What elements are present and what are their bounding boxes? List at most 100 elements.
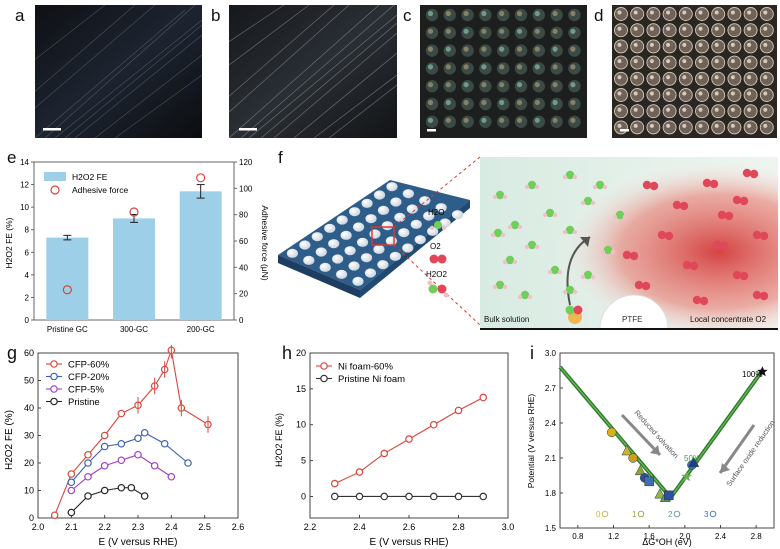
water-hydrogen (590, 200, 596, 206)
plate-sphere (402, 243, 414, 253)
chart-g-ylabel: H2O2 FE (%) (4, 410, 15, 470)
pillar-highlight (463, 28, 469, 34)
pillar-dot (630, 23, 645, 38)
xtick-label: 0.8 (572, 532, 584, 541)
series-point (150, 461, 159, 470)
pillar-highlight (747, 26, 752, 31)
oxygen-atom (657, 230, 667, 240)
water-molecule (495, 280, 505, 290)
pillar-dot (678, 39, 693, 54)
pillar-highlight (499, 64, 505, 70)
chart-e-ylabel: H2O2 FE (%) (4, 217, 14, 268)
legend-label: Pristine (68, 397, 100, 408)
ytick-label: 3.0 (545, 349, 557, 358)
legend-fe-label: H2O2 FE (72, 172, 108, 182)
pillar-dot (759, 88, 774, 102)
pillar-highlight (763, 107, 768, 112)
surface-oxide-arrow (718, 424, 756, 474)
pillar-dot (662, 7, 677, 21)
legend-bar-swatch (44, 172, 66, 181)
pillar-highlight (763, 10, 768, 15)
oxygen-atom (672, 200, 682, 210)
pillar-highlight (617, 26, 622, 31)
pillar-highlight (730, 59, 735, 64)
micrograph-b (229, 5, 397, 138)
plate-sphere (406, 204, 418, 214)
water-hydrogen (492, 284, 498, 290)
water-molecule (495, 190, 505, 200)
pillar-highlight (747, 10, 752, 15)
pillar-highlight (649, 26, 654, 31)
pillar-dot (646, 7, 661, 21)
water-hydrogen (542, 212, 548, 218)
chart-h: 2.2 2.4 2.6 2.8 3.0 0 5 10 15 20 Ni foam-60%Prist… (274, 348, 514, 548)
pillar-highlight (463, 82, 469, 88)
water-hydrogen (557, 269, 563, 275)
pillar-dot (695, 7, 709, 21)
series-point (429, 420, 438, 429)
series-point (355, 492, 364, 501)
pillar-highlight (714, 107, 719, 112)
water-molecule (603, 245, 613, 255)
pillar-highlight (714, 26, 719, 31)
water-hydrogen (534, 184, 540, 190)
pillar-dot (727, 104, 742, 119)
descriptor-point-triangle (654, 488, 666, 499)
series-point (380, 449, 389, 458)
ytick-label: 15 (296, 384, 306, 394)
pillar-highlight (617, 123, 622, 128)
pillar-dot (662, 55, 677, 70)
water-hydrogen (534, 244, 540, 250)
plate-sphere (427, 226, 439, 236)
pillar-highlight (730, 123, 735, 128)
pillar-highlight (633, 75, 638, 80)
xtick-label: 2.0 (32, 522, 45, 532)
pillar-highlight (666, 75, 671, 80)
plate-sphere (373, 190, 386, 200)
pillar-highlight (445, 28, 451, 34)
xtick-label: 2.3 (132, 522, 145, 532)
plate-sphere (439, 218, 451, 228)
pillar-highlight (714, 75, 719, 80)
series-point (167, 472, 176, 481)
pillar-highlight (463, 10, 469, 17)
pillar-highlight (570, 82, 576, 88)
reduced-solvation-arrow (620, 413, 662, 457)
pillar-dot (727, 71, 742, 86)
chart-g-xlabel: E (V versus RHE) (99, 537, 178, 548)
series-point (117, 456, 126, 465)
legend-label: CFP-20% (68, 372, 110, 383)
pillar-highlight (516, 10, 523, 17)
pillar-highlight (698, 91, 703, 96)
water-hydrogen (502, 259, 508, 265)
pillar-dot (759, 71, 774, 86)
pillar-highlight (682, 91, 687, 96)
legend-adhesive-label: Adhesive force (72, 185, 128, 195)
xtick-label: 2.0 (679, 532, 691, 541)
pillar-highlight (682, 107, 687, 112)
pillar-highlight (666, 59, 671, 64)
micrograph-c (420, 5, 587, 138)
legend-h2o2: H2O2 (426, 270, 447, 279)
pillar-highlight (570, 64, 576, 70)
descriptor-point-square (664, 490, 674, 501)
plate-sphere (365, 214, 377, 224)
label-50-percent: 50% (684, 454, 700, 463)
water-hydrogen (622, 214, 628, 220)
pillar-dot (759, 7, 774, 21)
pillar-highlight (481, 28, 487, 34)
pillar-dot (711, 71, 726, 86)
oxygen-atom (679, 201, 689, 211)
pillar-dot (630, 7, 645, 21)
pillar-highlight (682, 42, 687, 47)
water-molecule (527, 240, 537, 250)
xtick-label: 2.6 (403, 522, 416, 532)
xtick-label: 2.4 (353, 522, 366, 532)
pillar-highlight (481, 10, 487, 17)
pillar-dot (727, 55, 742, 70)
pillar-dot (743, 7, 758, 21)
water-molecule (583, 196, 593, 206)
series-point (84, 492, 92, 500)
pillar-dot (759, 23, 774, 38)
panel-label-g: g (7, 343, 18, 363)
